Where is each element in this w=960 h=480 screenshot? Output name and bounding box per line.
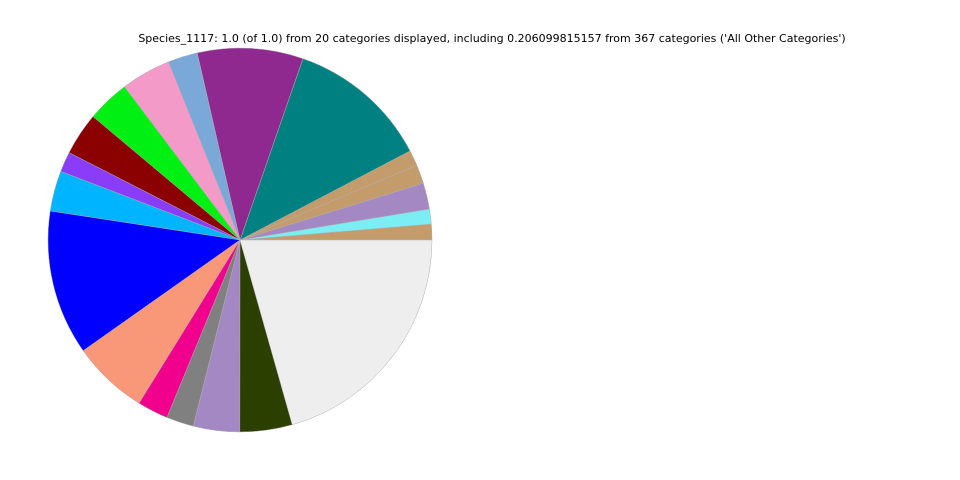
- pie-slice: [196, 47, 304, 241]
- pie-slice: [239, 58, 411, 241]
- pie-slice: [239, 239, 433, 426]
- pie-slice: [47, 210, 241, 352]
- chart-title: Species_1117: 1.0 (of 1.0) from 20 categ…: [138, 32, 845, 45]
